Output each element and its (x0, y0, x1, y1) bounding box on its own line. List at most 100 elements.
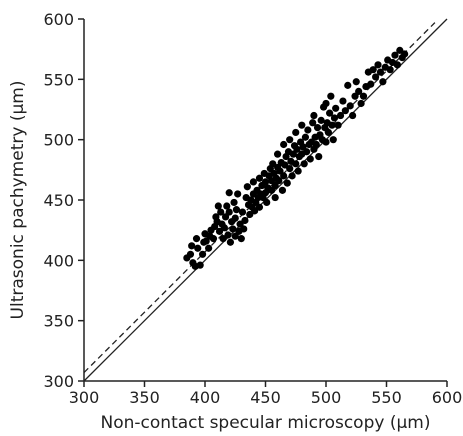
data-point (324, 128, 333, 137)
data-point (376, 68, 385, 76)
data-point (188, 242, 196, 250)
data-point (237, 235, 245, 243)
y-tick-label: 400 (43, 251, 74, 270)
data-point (209, 235, 218, 243)
axes: 300 350 400 450 500 550 600 300 350 400 450 500 550… (43, 10, 462, 407)
data-point (312, 140, 320, 149)
x-tick-label: 350 (129, 388, 160, 407)
data-point (225, 208, 233, 216)
data-point (292, 128, 300, 137)
x-axis-label: Non-contact specular microscopy (µm) (101, 413, 431, 433)
data-point (288, 172, 296, 180)
data-point (336, 111, 345, 120)
x-axis-ticks: 300 350 400 450 500 550 600 (69, 381, 463, 407)
data-point (241, 216, 249, 225)
data-point (309, 119, 317, 127)
x-tick-label: 450 (250, 388, 281, 407)
data-point (313, 124, 322, 132)
data-point (255, 174, 264, 182)
data-point (304, 126, 312, 134)
data-point (344, 81, 352, 89)
data-point (401, 50, 409, 58)
data-point (234, 190, 242, 198)
plot-area (83, 18, 448, 382)
data-point (355, 87, 363, 95)
data-point (238, 208, 247, 216)
data-point (261, 178, 270, 186)
data-point (332, 104, 340, 112)
data-point (339, 97, 347, 105)
data-point (303, 148, 311, 156)
x-tick-label: 550 (371, 388, 402, 407)
data-point (280, 140, 288, 149)
data-point (327, 92, 335, 100)
data-point (224, 231, 232, 239)
data-point (357, 99, 365, 108)
data-point (359, 92, 368, 100)
data-point (393, 61, 401, 69)
data-point (317, 116, 325, 124)
data-point (328, 121, 336, 129)
data-point (341, 107, 349, 115)
data-point (386, 66, 394, 74)
data-point (186, 250, 195, 258)
data-point (231, 214, 239, 222)
data-point (352, 78, 360, 86)
y-axis-label: Ultrasonic pachymetry (µm) (8, 81, 28, 320)
data-points (183, 46, 409, 270)
x-tick-label: 300 (69, 388, 100, 407)
data-point (196, 261, 204, 269)
data-point (220, 224, 228, 232)
data-point (334, 121, 342, 129)
data-point (369, 66, 377, 74)
data-point (274, 150, 282, 158)
x-tick-label: 500 (311, 388, 342, 407)
x-tick-label: 600 (432, 388, 463, 407)
data-point (283, 179, 291, 187)
data-point (293, 145, 301, 153)
data-point (230, 198, 238, 207)
y-tick-label: 350 (43, 312, 74, 331)
dashed-reference-line (83, 22, 436, 374)
data-point (367, 80, 375, 88)
data-point (294, 167, 302, 175)
data-point (243, 183, 251, 191)
data-point (271, 193, 279, 202)
data-point (310, 111, 318, 120)
x-tick-label: 400 (190, 388, 221, 407)
y-tick-label: 600 (43, 10, 74, 29)
data-point (223, 202, 231, 210)
data-point (229, 225, 237, 233)
y-axis-ticks: 300 350 400 450 500 550 600 (43, 10, 84, 391)
data-point (214, 202, 222, 210)
y-tick-label: 300 (43, 372, 74, 391)
data-point (286, 136, 294, 144)
data-point (391, 51, 399, 59)
data-point (372, 73, 380, 81)
data-point (240, 225, 248, 233)
data-point (278, 186, 287, 194)
data-point (275, 177, 283, 185)
data-point (194, 244, 202, 252)
data-point (322, 99, 330, 108)
data-point (192, 235, 201, 243)
data-point (232, 206, 241, 214)
data-point (280, 172, 288, 180)
data-point (349, 111, 357, 120)
data-point (198, 250, 207, 258)
data-point (330, 114, 339, 122)
data-point (286, 165, 294, 173)
data-point (326, 109, 334, 117)
y-tick-label: 550 (43, 70, 74, 89)
data-point (263, 198, 271, 207)
data-point (374, 61, 382, 69)
data-point (298, 121, 306, 129)
data-point (292, 160, 300, 168)
data-point (322, 138, 330, 146)
data-point (249, 178, 257, 186)
data-point (315, 152, 323, 161)
data-point (255, 203, 264, 211)
data-point (329, 136, 337, 144)
y-tick-label: 450 (43, 191, 74, 210)
